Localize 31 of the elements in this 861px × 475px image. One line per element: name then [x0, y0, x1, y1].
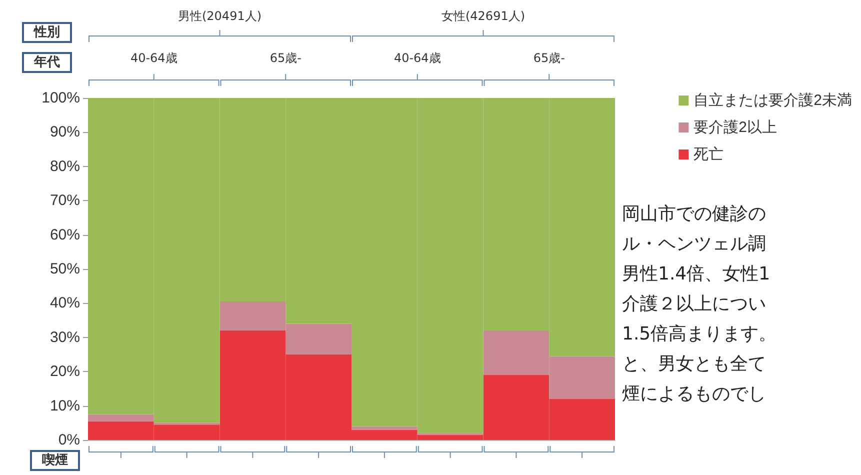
text: 1.5倍高まります。	[622, 324, 777, 344]
y-tick-label: 60%	[50, 226, 80, 244]
text: 煙によるものでし	[622, 384, 766, 404]
y-tick-label: 10%	[50, 397, 80, 414]
bar	[88, 414, 154, 422]
text: 女性(42691人)	[441, 9, 526, 23]
text: 65歳-	[533, 51, 565, 65]
y-tick-label: 50%	[50, 260, 80, 278]
legend-label: 死亡	[694, 146, 724, 163]
legend-label: 要介護2以上	[694, 119, 777, 136]
y-tick-label: 70%	[50, 192, 80, 210]
text: 65歳-	[270, 51, 302, 65]
text: 40-64歳	[394, 51, 441, 65]
text: 男性1.4倍、女性1	[622, 264, 770, 284]
y-tick-label: 0%	[58, 432, 80, 448]
y-tick-label: 40%	[50, 294, 80, 312]
text: 40-64歳	[130, 51, 178, 65]
text: 年代	[33, 55, 60, 70]
text: と、男女とも全て	[622, 354, 766, 374]
y-tick-label: 30%	[50, 328, 80, 346]
text: 性別	[33, 25, 60, 40]
legend-label: 自立または要介護2未満	[694, 92, 852, 109]
y-tick-label: 20%	[50, 363, 80, 380]
text: 介護２以上につい	[622, 294, 766, 314]
y-tick-label: 80%	[50, 158, 80, 175]
text: ル・ヘンツェル調	[622, 234, 766, 254]
text: 男性(20491人)	[178, 9, 262, 23]
y-tick-label: 90%	[50, 124, 80, 141]
y-tick-label: 100%	[42, 90, 80, 106]
text: 喫煙	[42, 453, 68, 468]
text: 岡山市での健診の	[622, 204, 766, 224]
